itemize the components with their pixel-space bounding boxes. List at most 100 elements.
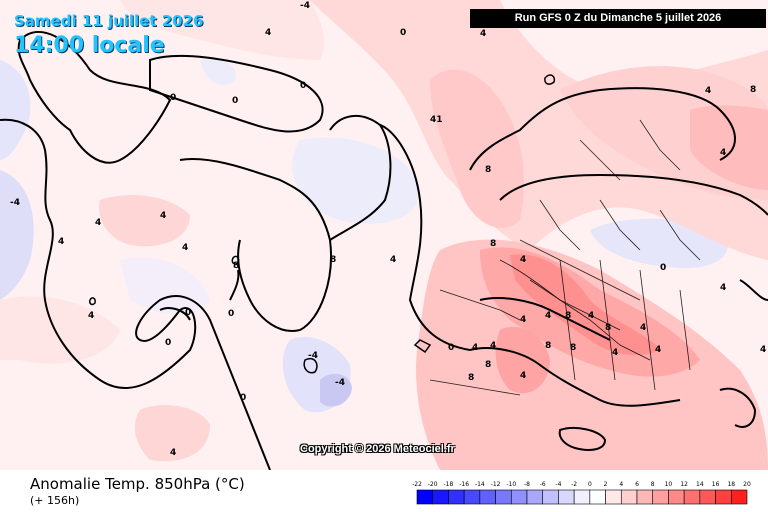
contour-label: 4 xyxy=(705,86,711,96)
contour-label: 4 xyxy=(612,348,618,358)
scale-swatch xyxy=(463,489,481,505)
scale-label: 14 xyxy=(696,481,704,488)
coastlines xyxy=(0,30,768,470)
scale-swatch xyxy=(479,489,496,505)
copyright-notice: Copyright © 2026 Meteociel.fr xyxy=(300,443,455,455)
islands xyxy=(89,74,556,374)
contour-label: 8 xyxy=(330,255,336,265)
contour-label: 8 xyxy=(565,311,571,321)
contour-label: 4 xyxy=(655,345,661,355)
scale-swatch xyxy=(416,489,434,505)
scale-label: 18 xyxy=(727,481,735,488)
scale-swatch xyxy=(558,489,575,505)
contour-label: 4 xyxy=(390,255,396,265)
contour-label: 4 xyxy=(160,211,166,221)
contour-label: -4 xyxy=(308,351,318,361)
scale-swatch xyxy=(495,489,512,505)
contour-label: 0 xyxy=(232,96,238,106)
contour-label: 4 xyxy=(58,237,64,247)
contour-label: 4 xyxy=(545,311,551,321)
contour-label: 8 xyxy=(570,343,576,353)
contour-label: 4 xyxy=(520,371,526,381)
scale-label: -16 xyxy=(459,481,469,488)
contour-label: 4 xyxy=(182,243,188,253)
scale-label: 2 xyxy=(604,481,608,488)
contour-labels: 4 0 -4 4 41 0 8 4 4 0 8 4 0 -4 4 0 8 8 4 4 4 0 0 -4 4 8 4 4 -4 4 0 4 4 8 4… xyxy=(10,1,766,458)
contour-label: 0 xyxy=(170,93,176,103)
forecast-time: 14:00 locale xyxy=(14,33,165,58)
scale-label: -10 xyxy=(506,481,516,488)
scale-swatch xyxy=(589,489,606,505)
forecast-hour: (+ 156h) xyxy=(30,494,80,507)
scale-swatch xyxy=(715,489,732,505)
scale-label: -12 xyxy=(491,481,501,488)
contour-label: 8 xyxy=(468,373,474,383)
contour-label: 4 xyxy=(490,341,496,351)
contour-label: 4 xyxy=(88,311,94,321)
contour-label: 4 xyxy=(95,218,101,228)
contour-label: 0 xyxy=(400,28,406,38)
scale-swatch xyxy=(668,489,685,505)
scale-label: 12 xyxy=(680,481,688,488)
contour-label: 8 xyxy=(233,261,239,271)
scale-swatch xyxy=(510,489,528,505)
scale-swatch xyxy=(526,489,544,505)
scale-label: -4 xyxy=(555,481,561,488)
scale-label: -8 xyxy=(524,481,530,488)
scale-label: 20 xyxy=(743,481,751,488)
scale-label: -6 xyxy=(540,481,546,488)
contour-label: 0 xyxy=(185,308,191,318)
contour-label: 0 xyxy=(448,343,454,353)
contour-label: 8 xyxy=(485,165,491,175)
contour-label: 4 xyxy=(265,28,271,38)
contour-label: -4 xyxy=(335,378,345,388)
scale-swatch xyxy=(730,489,748,505)
scale-label: 6 xyxy=(635,481,639,488)
contour-label: 41 xyxy=(430,115,443,125)
scale-swatch xyxy=(432,489,449,505)
scale-swatch xyxy=(636,489,654,505)
scale-swatch xyxy=(605,489,622,505)
contour-label: 0 xyxy=(228,309,234,319)
contour-label: 4 xyxy=(720,148,726,158)
contour-label: 8 xyxy=(490,239,496,249)
contour-label: 4 xyxy=(480,29,486,39)
scale-swatch xyxy=(683,489,701,505)
contour-label: 4 xyxy=(760,345,766,355)
contour-label: -4 xyxy=(10,198,20,208)
contour-label: 8 xyxy=(750,85,756,95)
scale-swatch xyxy=(448,489,465,505)
legend-title: Anomalie Temp. 850hPa (°C) xyxy=(30,475,245,493)
scale-label: 10 xyxy=(665,481,673,488)
scale-label: -20 xyxy=(428,481,438,488)
contour-label: 4 xyxy=(640,323,646,333)
scale-swatch xyxy=(620,489,638,505)
contour-label: 4 xyxy=(720,283,726,293)
scale-label: 4 xyxy=(619,481,623,488)
color-scale: -22 -20 -18 -16 -14 -12 -10 -8 -6 -4 -2 0 2 4 6 8 10 12 14… xyxy=(412,481,751,505)
run-info-banner: Run GFS 0 Z du Dimanche 5 juillet 2026 xyxy=(470,9,766,28)
contour-label: 0 xyxy=(240,393,246,403)
contour-label: 8 xyxy=(605,323,611,333)
contour-label: 4 xyxy=(472,343,478,353)
contour-label: 0 xyxy=(165,338,171,348)
scale-label: 0 xyxy=(588,481,592,488)
contour-label: 8 xyxy=(485,360,491,370)
scale-label: -18 xyxy=(444,481,454,488)
contour-label: 0 xyxy=(660,263,666,273)
contour-label: 4 xyxy=(170,448,176,458)
scale-swatch xyxy=(652,489,669,505)
anomaly-map: 4 0 -4 4 41 0 8 4 4 0 8 4 0 -4 4 0 8 8 4 4 4 0 0 -4 4 8 4 4 -4 4 0 4 4 8 4… xyxy=(0,0,768,470)
scale-label: 8 xyxy=(651,481,655,488)
contour-label: 8 xyxy=(545,341,551,351)
country-borders xyxy=(429,119,701,396)
forecast-date: Samedi 11 juillet 2026 xyxy=(14,12,204,30)
scale-label: -14 xyxy=(475,481,485,488)
contour-label: -4 xyxy=(300,1,310,11)
contour-label: 0 xyxy=(300,81,306,91)
scale-swatch xyxy=(542,489,559,505)
scale-swatch xyxy=(699,489,716,505)
contour-label: 4 xyxy=(520,315,526,325)
scale-label: -22 xyxy=(412,481,422,488)
contour-label: 4 xyxy=(520,255,526,265)
